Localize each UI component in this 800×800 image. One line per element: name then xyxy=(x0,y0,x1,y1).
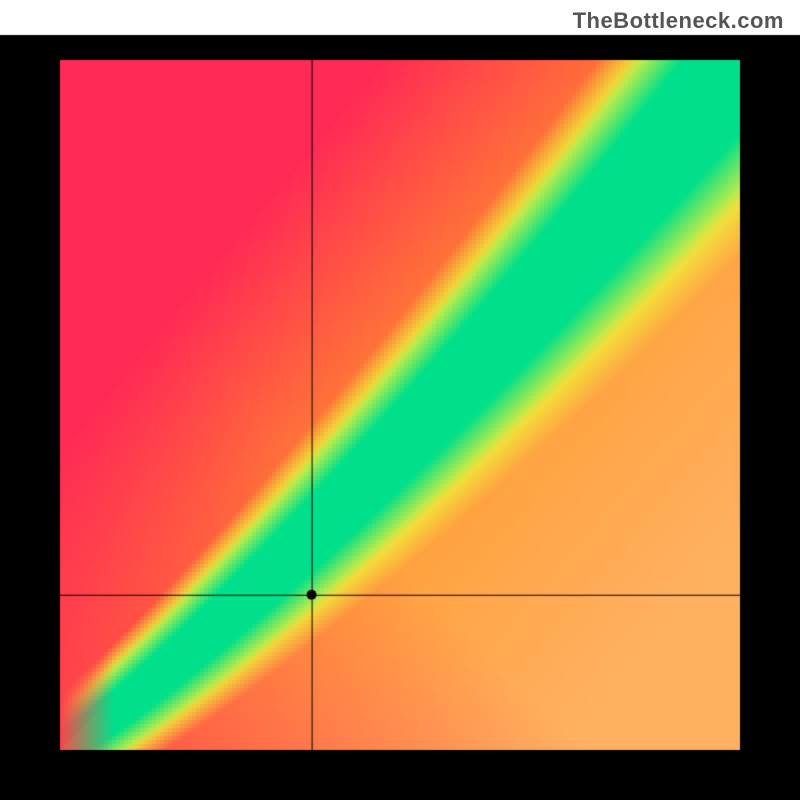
bottleneck-heatmap-canvas xyxy=(0,0,800,800)
watermark-label: TheBottleneck.com xyxy=(573,8,784,34)
bottleneck-heatmap-frame: TheBottleneck.com xyxy=(0,0,800,800)
